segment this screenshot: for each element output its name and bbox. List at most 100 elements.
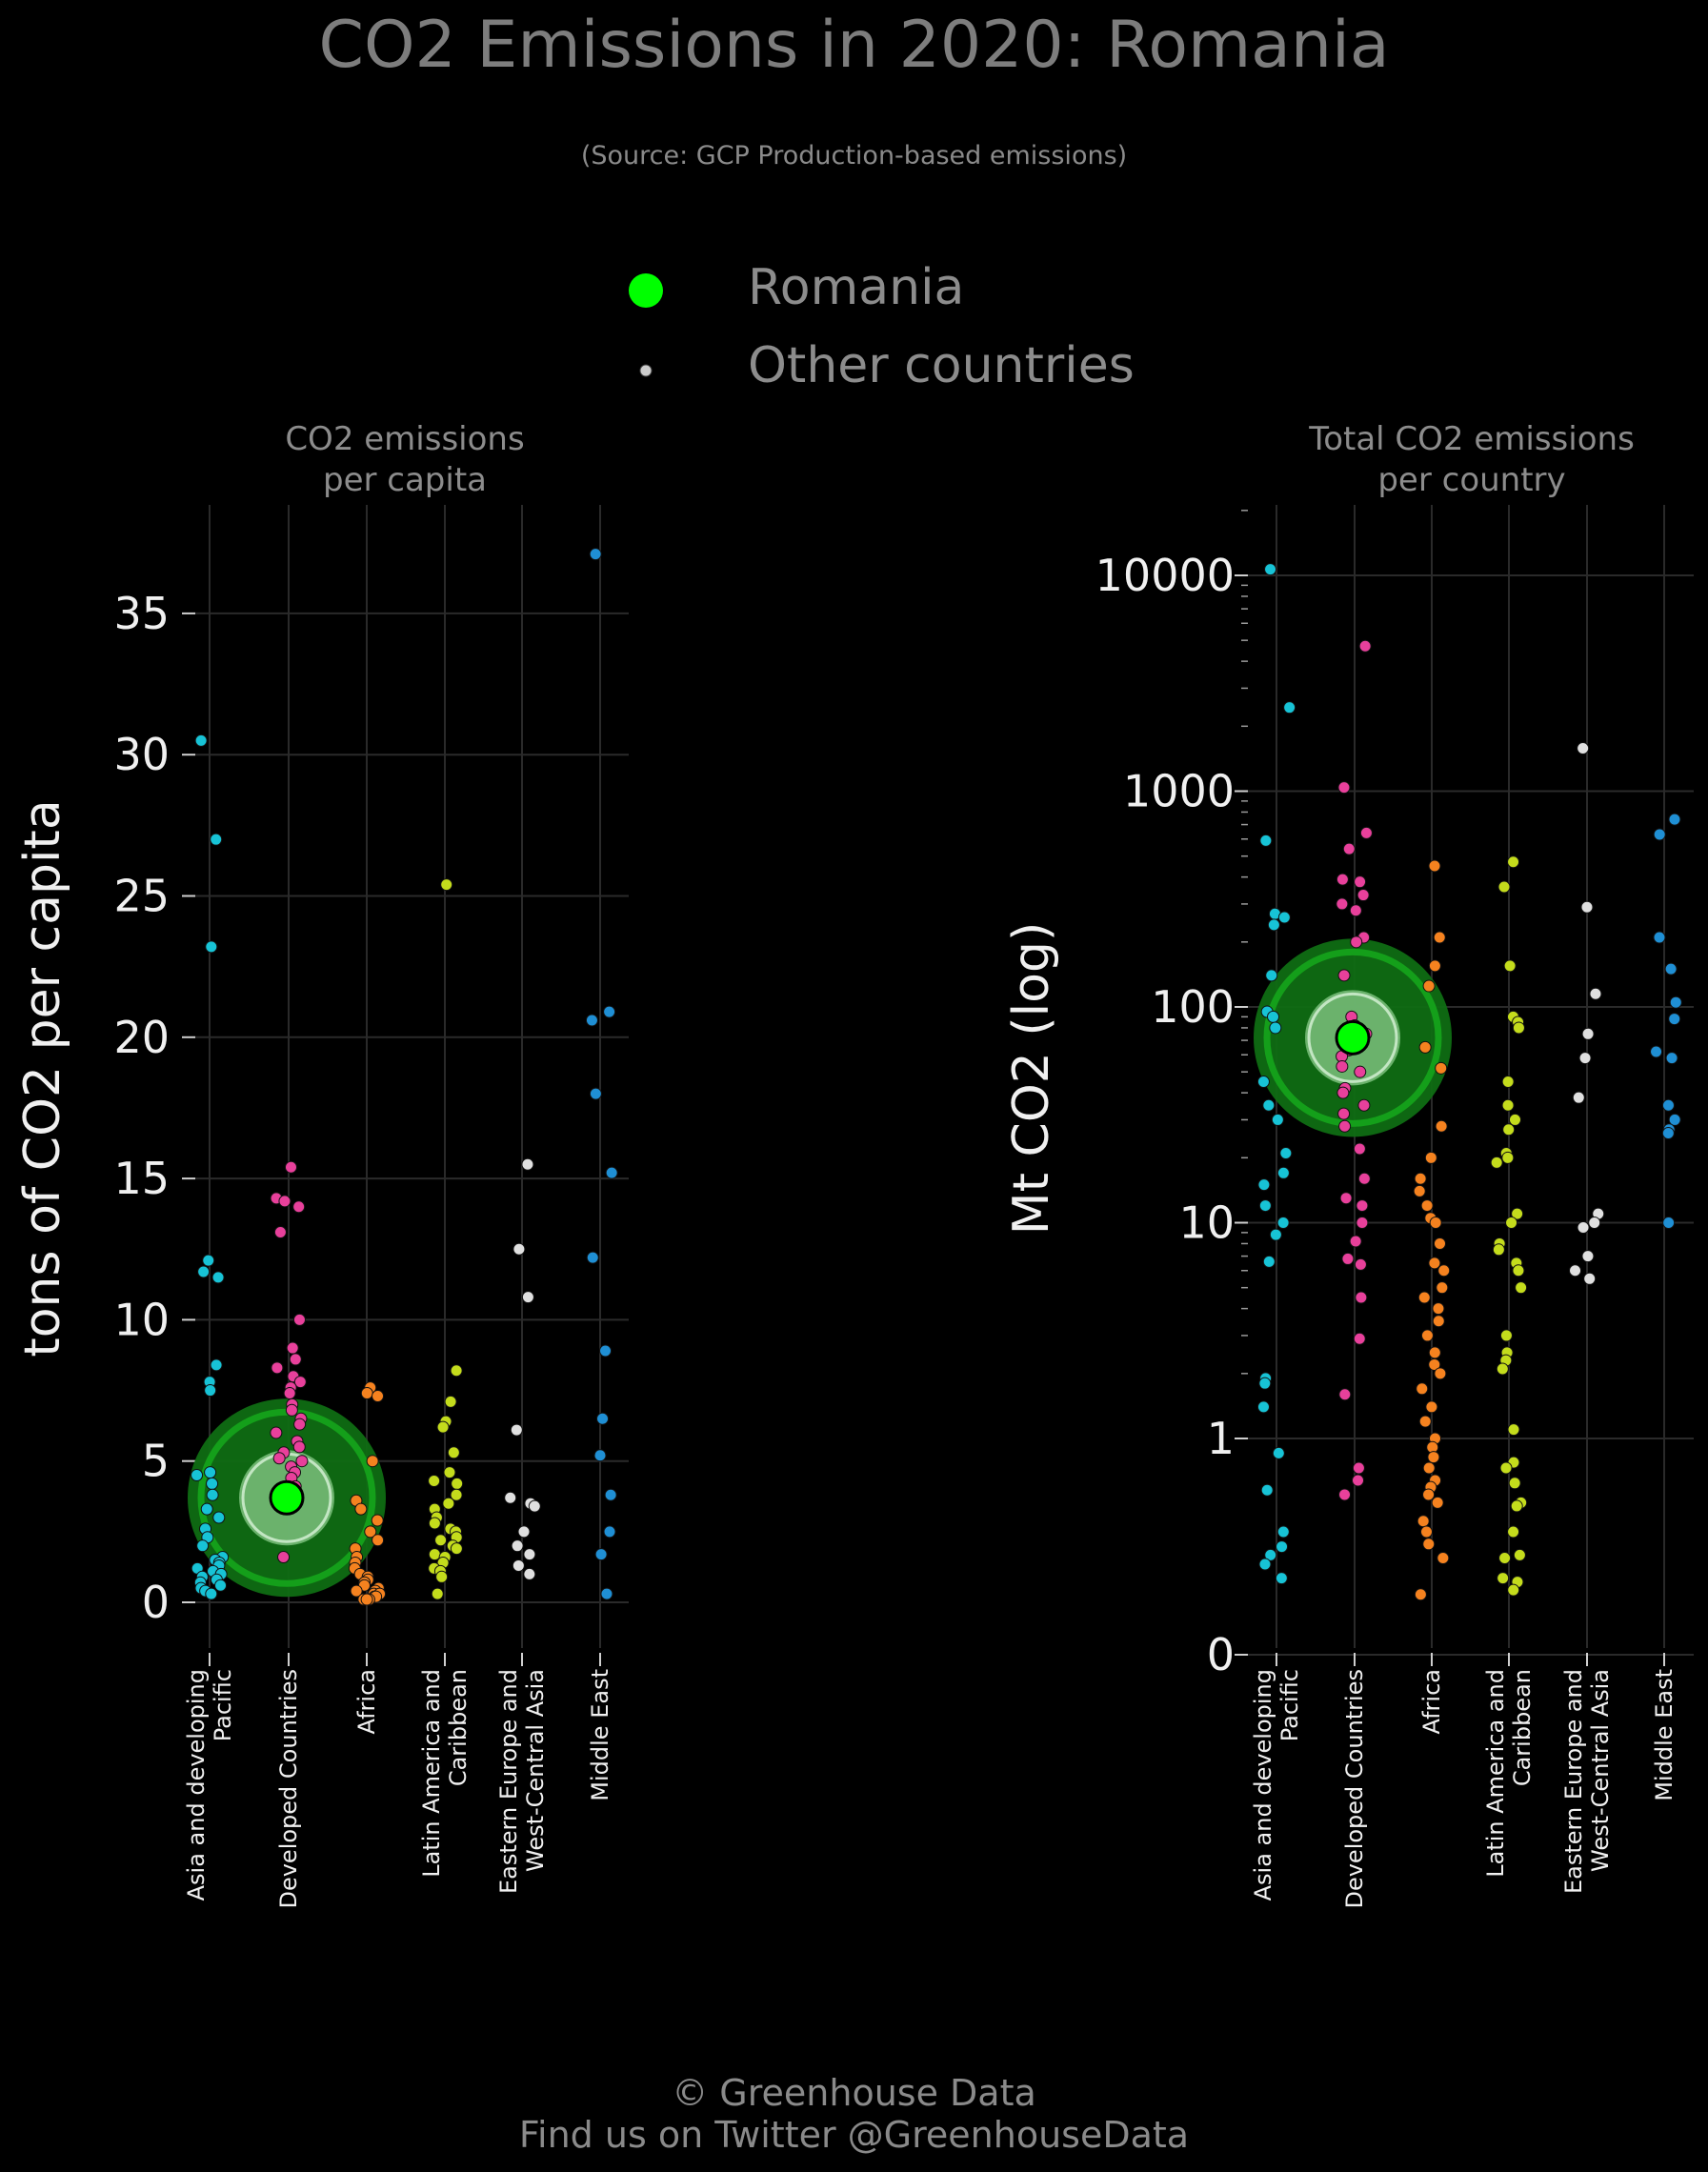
left-ytick-label: 0 (142, 1577, 170, 1628)
left-point (603, 1525, 616, 1538)
left-point (504, 1491, 517, 1504)
left-point (283, 1387, 296, 1400)
right-point (1257, 1178, 1271, 1192)
right-point (1260, 1483, 1274, 1497)
right-point (1507, 1525, 1520, 1538)
right-point (1433, 931, 1446, 944)
right-point (1505, 1217, 1518, 1229)
left-point (586, 1251, 599, 1264)
left-point (450, 1542, 463, 1556)
right-point (1429, 1217, 1442, 1229)
right-point (1413, 1184, 1426, 1197)
right-point (1665, 1052, 1678, 1065)
right-point (1420, 1329, 1434, 1342)
left-point (511, 1539, 524, 1553)
left-point (596, 1412, 610, 1425)
right-point (1258, 1558, 1272, 1571)
left-point (284, 1160, 297, 1174)
left-point (589, 548, 602, 561)
left-ytick-label: 15 (113, 1153, 170, 1204)
legend-label-romania: Romania (748, 259, 965, 316)
left-point (593, 1449, 607, 1462)
right-point (1336, 873, 1349, 886)
left-ytick-label: 5 (142, 1436, 170, 1487)
right-point (1422, 979, 1436, 993)
left-point (206, 1477, 219, 1490)
left-point (197, 1265, 211, 1278)
right-ytick-label: 100 (1151, 981, 1235, 1033)
right-point (1508, 1113, 1521, 1126)
right-point (1353, 1332, 1366, 1345)
left-point (289, 1353, 302, 1366)
right-highlight-point (1335, 1019, 1371, 1056)
left-point (428, 1548, 441, 1561)
left-point (292, 1200, 306, 1214)
left-point (447, 1446, 460, 1459)
right-point (1275, 1572, 1288, 1585)
left-point (371, 1514, 384, 1527)
right-point (1342, 842, 1356, 855)
right-point (1497, 1572, 1510, 1585)
left-category-label: Middle East (587, 1669, 613, 1801)
left-point (440, 878, 453, 892)
right-point (1502, 1123, 1516, 1136)
right-highlight-halo-ring (1263, 948, 1442, 1127)
right-point (1583, 1272, 1597, 1285)
right-point (1492, 1243, 1505, 1257)
right-point (1511, 1207, 1524, 1220)
left-point (350, 1584, 363, 1598)
left-point (450, 1488, 463, 1501)
left-point (214, 1579, 228, 1592)
left-point (293, 1376, 307, 1389)
left-point (512, 1242, 526, 1256)
right-point (1341, 1252, 1355, 1265)
right-ytick-label: 1000 (1123, 766, 1235, 817)
left-ytick-label: 30 (113, 729, 170, 780)
right-point (1428, 959, 1441, 973)
right-point (1357, 1172, 1371, 1185)
left-point (204, 1384, 217, 1398)
right-point (1497, 880, 1511, 894)
right-point (1417, 1515, 1430, 1528)
left-point (521, 1157, 534, 1171)
left-point (360, 1387, 373, 1400)
right-point (1414, 1172, 1427, 1185)
right-ytick-label: 10 (1178, 1197, 1235, 1249)
right-point (1271, 1113, 1284, 1126)
right-point (1422, 1538, 1436, 1551)
left-point (360, 1593, 373, 1606)
right-point (1499, 1461, 1513, 1475)
left-ytick-label: 25 (113, 871, 170, 922)
left-point (585, 1014, 598, 1027)
right-highlight-halo-inner-ring (1307, 992, 1398, 1083)
right-point (1668, 813, 1681, 826)
left-point (594, 1548, 608, 1561)
right-point (1264, 1548, 1277, 1561)
right-point (1515, 1281, 1528, 1295)
left-point (204, 1466, 217, 1479)
left-point (278, 1195, 291, 1208)
right-point (1577, 742, 1590, 755)
right-point (1277, 911, 1291, 924)
left-point (270, 1426, 283, 1439)
left-point (517, 1525, 531, 1538)
left-point (589, 1087, 602, 1100)
right-point (1356, 889, 1370, 902)
left-point (443, 1466, 456, 1479)
right-point (1512, 1021, 1525, 1035)
right-point (1577, 1221, 1590, 1235)
right-point (1354, 1257, 1367, 1271)
right-point (1436, 1281, 1449, 1295)
left-point (451, 1477, 464, 1490)
right-point (1589, 987, 1602, 1000)
left-point (428, 1474, 441, 1487)
right-point (1581, 1027, 1595, 1040)
left-point (366, 1455, 379, 1468)
left-point (286, 1341, 299, 1355)
left-point (528, 1499, 541, 1513)
right-point (1432, 1315, 1445, 1328)
left-point (194, 734, 208, 747)
right-point (1355, 1291, 1368, 1304)
right-point (1338, 1488, 1352, 1501)
right-point (1259, 834, 1273, 847)
